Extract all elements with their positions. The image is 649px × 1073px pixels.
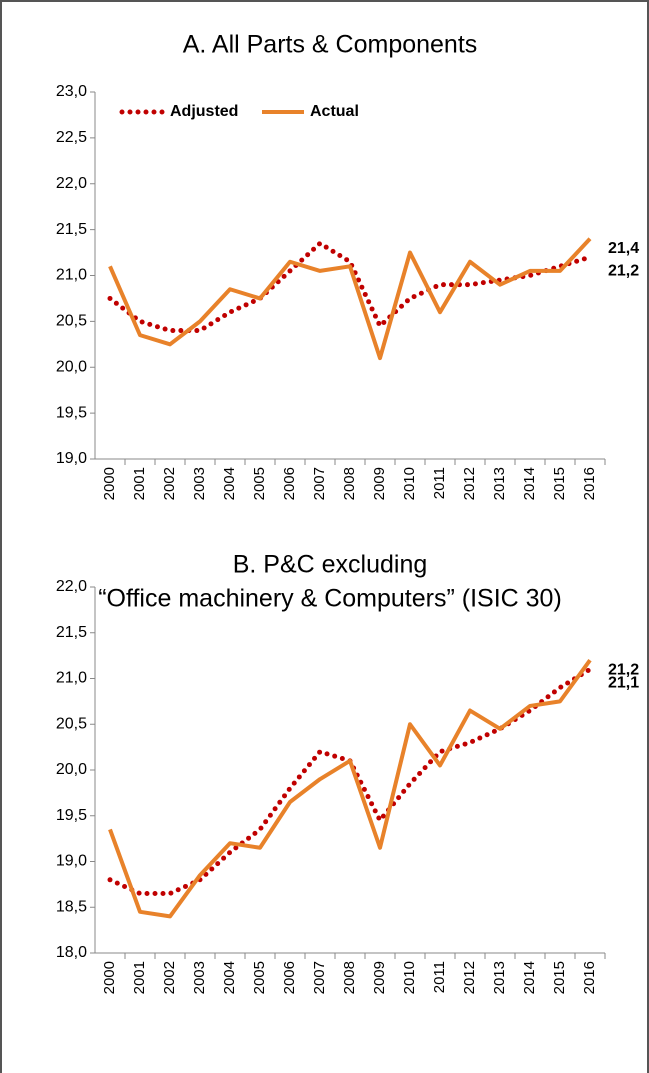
y-tick-label: 20,0 bbox=[56, 358, 87, 375]
data-label: 21,2 bbox=[608, 661, 639, 678]
x-tick-label: 2001 bbox=[131, 467, 148, 500]
x-tick-label: 2004 bbox=[221, 961, 238, 994]
series-line bbox=[107, 666, 593, 897]
x-tick-label: 2014 bbox=[521, 961, 538, 994]
data-label: 21,1 bbox=[608, 675, 639, 692]
y-tick-label: 22,0 bbox=[56, 578, 87, 595]
x-tick-label: 2015 bbox=[551, 961, 568, 994]
x-tick-label: 2012 bbox=[461, 961, 478, 994]
chart-title: “Office machinery & Computers” (ISIC 30) bbox=[98, 585, 562, 613]
x-tick-label: 2014 bbox=[521, 467, 538, 500]
x-tick-label: 2002 bbox=[161, 961, 178, 994]
y-tick-label: 22,0 bbox=[56, 175, 87, 192]
y-tick-label: 20,5 bbox=[56, 313, 87, 330]
y-tick-label: 23,0 bbox=[56, 83, 87, 100]
x-tick-label: 2011 bbox=[431, 467, 448, 499]
x-tick-label: 2009 bbox=[371, 467, 388, 500]
y-tick-label: 21,5 bbox=[56, 624, 87, 641]
data-label: 21,2 bbox=[608, 262, 639, 279]
x-tick-label: 2008 bbox=[341, 467, 358, 500]
y-tick-label: 21,0 bbox=[56, 670, 87, 687]
x-tick-label: 2003 bbox=[191, 961, 208, 994]
x-tick-label: 2006 bbox=[281, 961, 298, 994]
x-tick-label: 2004 bbox=[221, 467, 238, 500]
y-tick-label: 19,5 bbox=[56, 404, 87, 421]
legend-label: Actual bbox=[310, 103, 359, 120]
chart-title: B. P&C excluding bbox=[233, 551, 428, 579]
y-tick-label: 18,5 bbox=[56, 898, 87, 915]
x-tick-label: 2007 bbox=[311, 961, 328, 994]
x-tick-label: 2013 bbox=[491, 961, 508, 994]
x-tick-label: 2002 bbox=[161, 467, 178, 500]
x-tick-label: 2013 bbox=[491, 467, 508, 500]
x-tick-label: 2000 bbox=[101, 467, 118, 500]
series-line bbox=[107, 240, 593, 334]
y-tick-label: 19,0 bbox=[56, 853, 87, 870]
x-tick-label: 2009 bbox=[371, 961, 388, 994]
x-tick-label: 2016 bbox=[581, 961, 598, 994]
y-tick-label: 19,0 bbox=[56, 450, 87, 467]
data-label: 21,4 bbox=[608, 240, 639, 257]
y-tick-label: 20,5 bbox=[56, 715, 87, 732]
x-tick-label: 2010 bbox=[401, 467, 418, 500]
y-tick-label: 21,5 bbox=[56, 221, 87, 238]
y-tick-label: 18,0 bbox=[56, 944, 87, 961]
x-tick-label: 2007 bbox=[311, 467, 328, 500]
x-tick-label: 2006 bbox=[281, 467, 298, 500]
x-tick-label: 2003 bbox=[191, 467, 208, 500]
x-tick-label: 2001 bbox=[131, 961, 148, 994]
y-tick-label: 20,0 bbox=[56, 761, 87, 778]
chart-title: A. All Parts & Components bbox=[183, 31, 478, 59]
y-tick-label: 21,0 bbox=[56, 267, 87, 284]
x-tick-label: 2005 bbox=[251, 467, 268, 500]
x-tick-label: 2000 bbox=[101, 961, 118, 994]
x-tick-label: 2012 bbox=[461, 467, 478, 500]
series-line bbox=[108, 237, 592, 361]
x-tick-label: 2005 bbox=[251, 961, 268, 994]
legend-label: Adjusted bbox=[170, 103, 238, 120]
x-tick-label: 2008 bbox=[341, 961, 358, 994]
series-line bbox=[108, 659, 592, 919]
y-tick-label: 19,5 bbox=[56, 807, 87, 824]
x-tick-label: 2010 bbox=[401, 961, 418, 994]
x-tick-label: 2016 bbox=[581, 467, 598, 500]
x-tick-label: 2011 bbox=[431, 961, 448, 993]
y-tick-label: 22,5 bbox=[56, 129, 87, 146]
x-tick-label: 2015 bbox=[551, 467, 568, 500]
